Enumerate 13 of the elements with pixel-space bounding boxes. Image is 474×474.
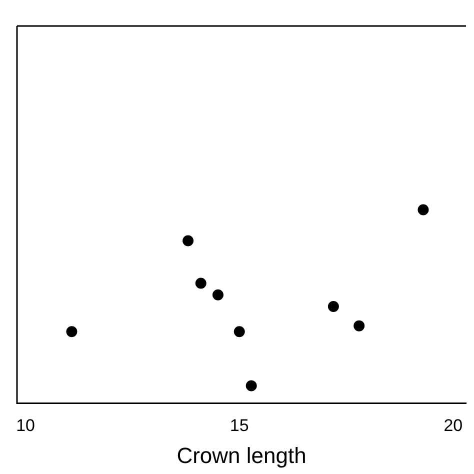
point <box>212 289 224 300</box>
point <box>418 204 429 216</box>
point <box>328 300 339 312</box>
point <box>66 326 78 338</box>
point <box>195 278 206 289</box>
x-tick-label: 15 <box>230 416 249 436</box>
x-tick-label: 20 <box>444 416 463 436</box>
point <box>246 380 257 392</box>
x-axis-title: Crown length <box>176 442 306 468</box>
point <box>182 235 194 246</box>
point <box>354 320 365 332</box>
x-tick-label: 10 <box>16 416 36 436</box>
point <box>234 326 245 338</box>
